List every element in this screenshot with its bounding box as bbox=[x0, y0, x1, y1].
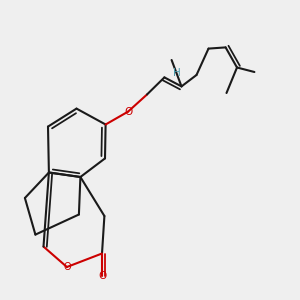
Text: H: H bbox=[173, 68, 181, 78]
Text: O: O bbox=[124, 106, 132, 117]
Text: O: O bbox=[63, 262, 71, 272]
Text: O: O bbox=[98, 271, 106, 281]
